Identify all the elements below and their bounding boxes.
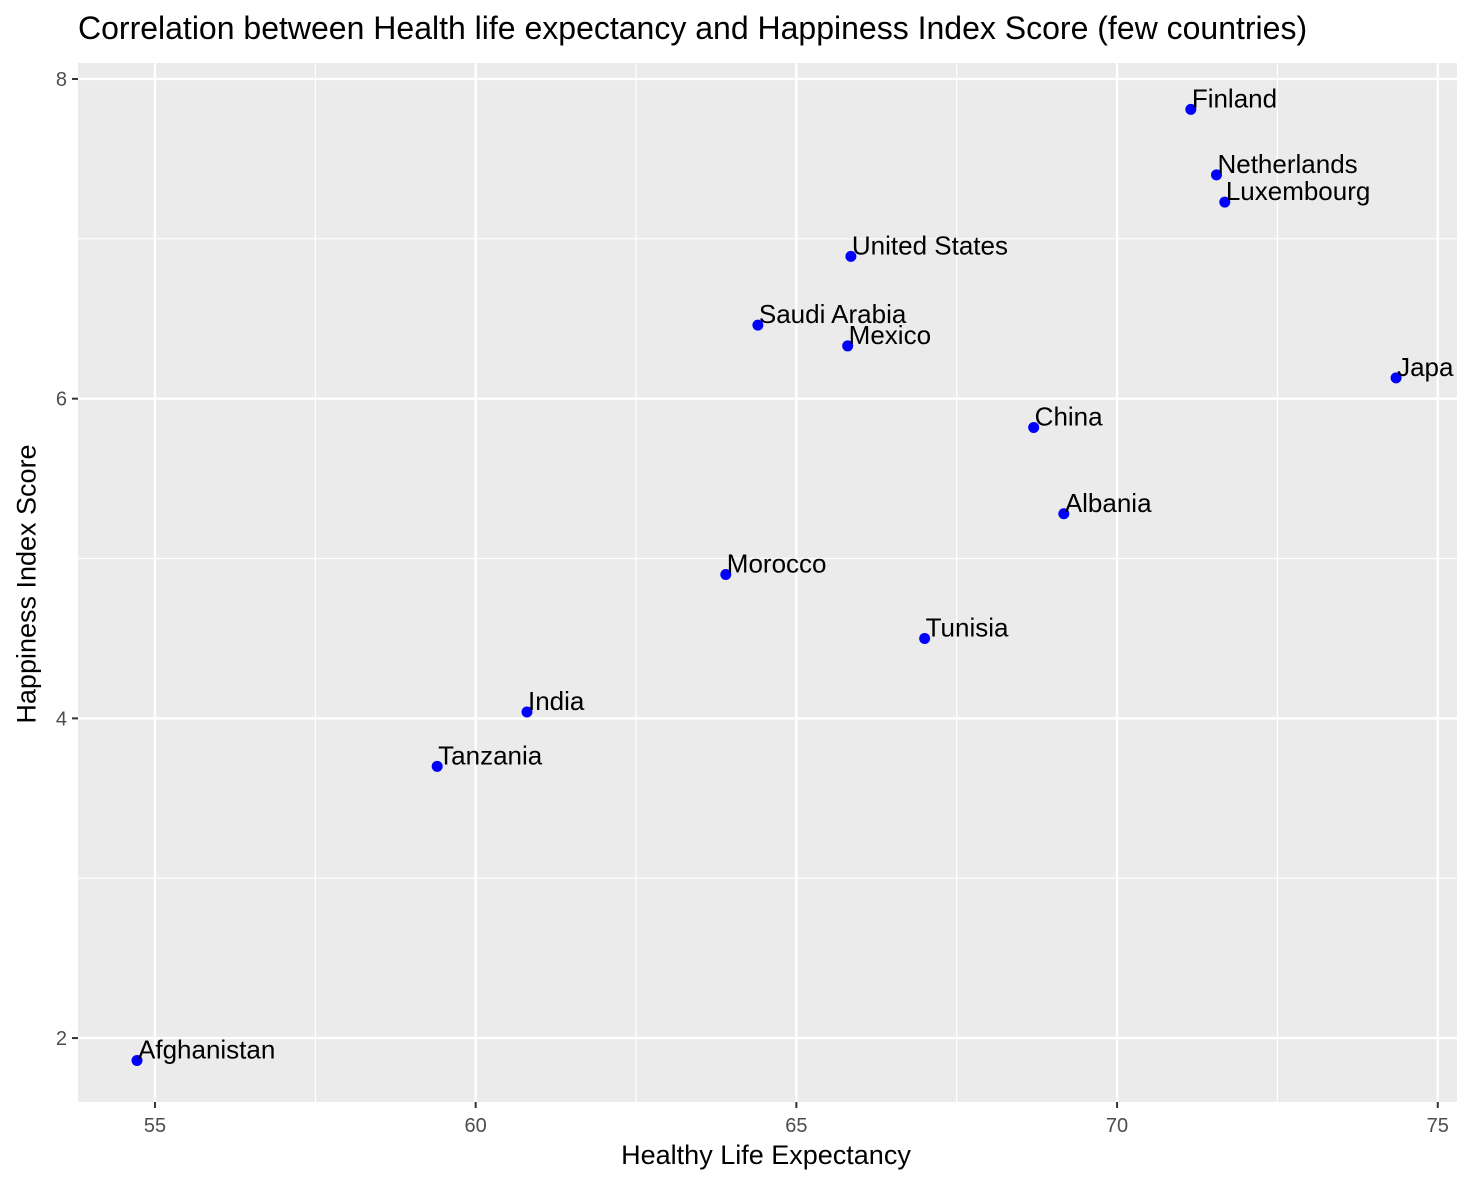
x-tick-label: 75 xyxy=(1427,1115,1449,1137)
y-tick-label: 4 xyxy=(56,708,67,730)
data-point xyxy=(131,1054,143,1066)
point-label: Tunisia xyxy=(926,612,1009,642)
y-tick-label: 6 xyxy=(56,389,67,411)
data-point xyxy=(720,569,732,581)
plot-panel xyxy=(78,63,1457,1102)
y-axis-label: Happiness Index Score xyxy=(11,444,42,724)
point-label: Tanzania xyxy=(438,740,543,770)
point-label: China xyxy=(1035,401,1103,431)
data-point xyxy=(1028,421,1040,433)
x-axis-label: Healthy Life Expectancy xyxy=(0,1140,1472,1171)
data-point xyxy=(1390,372,1402,384)
data-point xyxy=(1185,103,1197,115)
data-point xyxy=(521,706,533,718)
point-label: Luxembourg xyxy=(1226,176,1371,206)
x-tick-label: 65 xyxy=(785,1115,807,1137)
axis-ticks: 55 60 65 70 75 2 4 6 8 xyxy=(56,69,1449,1137)
point-label: India xyxy=(528,686,585,716)
data-point xyxy=(842,340,854,352)
point-label: Saudi Arabia xyxy=(759,299,907,329)
x-tick-label: 60 xyxy=(465,1115,487,1137)
data-point xyxy=(431,760,443,772)
y-tick-label: 8 xyxy=(56,69,67,91)
point-label: Morocco xyxy=(727,549,827,579)
major-gridlines xyxy=(78,63,1457,1102)
chart-title: Correlation between Health life expectan… xyxy=(78,10,1308,46)
point-label: Mexico xyxy=(849,320,931,350)
x-axis-label-text: Healthy Life Expectancy xyxy=(621,1140,911,1170)
data-point xyxy=(1210,169,1222,181)
point-label: Japa xyxy=(1397,352,1454,382)
data-point xyxy=(752,319,764,331)
point-label: Albania xyxy=(1065,488,1152,518)
point-label: Afghanistan xyxy=(138,1034,275,1064)
x-tick-label: 70 xyxy=(1106,1115,1128,1137)
point-label: United States xyxy=(852,230,1008,260)
point-label: Netherlands xyxy=(1217,149,1357,179)
x-tick-label: 55 xyxy=(144,1115,166,1137)
point-label: Finland xyxy=(1192,83,1277,113)
minor-gridlines xyxy=(78,63,1457,1102)
data-point xyxy=(845,250,857,262)
data-point xyxy=(1219,196,1231,208)
data-point xyxy=(919,632,931,644)
data-point xyxy=(1058,508,1070,520)
y-tick-label: 2 xyxy=(56,1028,67,1050)
